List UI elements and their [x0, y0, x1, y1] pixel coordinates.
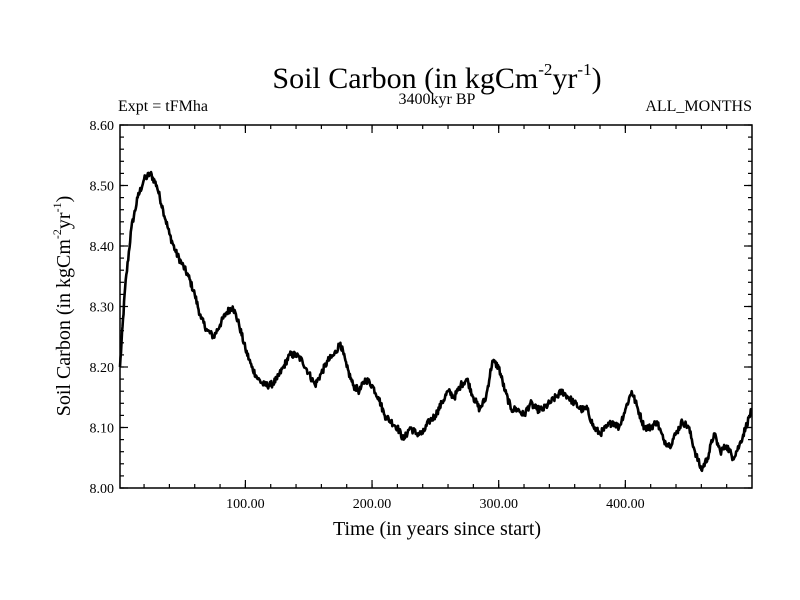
x-axis-title: Time (in years since start) [333, 518, 541, 540]
y-tick-label: 8.00 [90, 482, 115, 497]
subtitle-center: 3400kyr BP [399, 91, 476, 108]
tick-labels-layer: 8.00 8.10 8.20 8.30 8.40 8.50 8.60 100.00 200.00… [90, 119, 645, 512]
y-axis-title: Soil Carbon (in kgCm-2yr-1) [50, 196, 75, 417]
x-tick-label: 400.00 [606, 497, 645, 512]
y-tick-label: 8.50 [90, 180, 115, 195]
x-tick-label: 300.00 [479, 497, 518, 512]
y-tick-label: 8.40 [90, 240, 115, 255]
subtitle-right: ALL_MONTHS [645, 98, 752, 115]
x-tick-label: 200.00 [353, 497, 392, 512]
y-tick-label: 8.30 [90, 301, 115, 316]
y-tick-label: 8.20 [90, 361, 115, 376]
y-tick-label: 8.10 [90, 422, 115, 437]
plot-frame [119, 124, 753, 489]
subtitle-left: Expt = tFMha [118, 98, 208, 115]
x-tick-label: 100.00 [226, 497, 265, 512]
ticks-layer [120, 124, 752, 489]
chart-title: Soil Carbon (in kgCm-2yr-1) [272, 60, 601, 95]
series-line-soil-carbon [118, 170, 753, 473]
y-tick-label: 8.60 [90, 119, 115, 134]
